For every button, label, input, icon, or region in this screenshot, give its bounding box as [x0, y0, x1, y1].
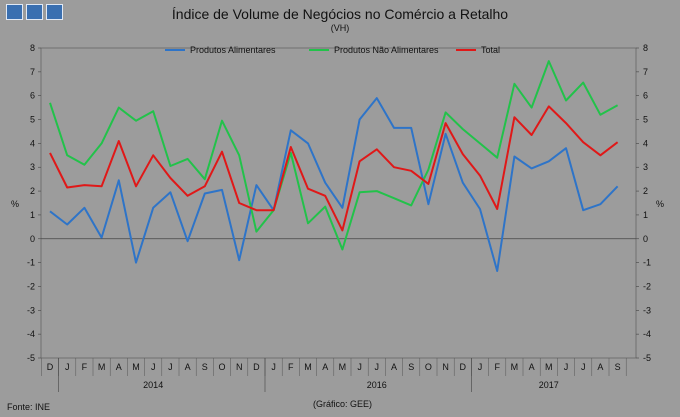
- x-tick-label: M: [339, 362, 347, 372]
- x-tick-label: A: [597, 362, 603, 372]
- x-tick-label: F: [288, 362, 294, 372]
- credit-note: (Gráfico: GEE): [313, 399, 373, 409]
- y-tick-label-left: 5: [30, 115, 35, 125]
- x-tick-label: M: [132, 362, 140, 372]
- x-tick-label: M: [545, 362, 553, 372]
- x-tick-label: D: [47, 362, 54, 372]
- x-tick-label: S: [615, 362, 621, 372]
- y-tick-label-left: 1: [30, 210, 35, 220]
- x-tick-label: A: [185, 362, 191, 372]
- y-tick-label-left: -2: [27, 281, 35, 291]
- x-tick-label: J: [478, 362, 483, 372]
- series-line-2: [49, 60, 619, 251]
- x-tick-label: J: [375, 362, 380, 372]
- y-tick-label-right: 2: [643, 186, 648, 196]
- x-tick-label: O: [425, 362, 432, 372]
- x-tick-label: M: [304, 362, 312, 372]
- y-tick-label-left: 2: [30, 186, 35, 196]
- year-label: 2016: [367, 380, 387, 390]
- y-tick-label-right: 7: [643, 67, 648, 77]
- y-tick-label-right: 5: [643, 115, 648, 125]
- logo: [6, 4, 63, 20]
- legend-label-3: Total: [481, 45, 500, 55]
- y-tick-label-right: 3: [643, 162, 648, 172]
- series-line-1: [49, 97, 619, 272]
- y-tick-label-left: 6: [30, 91, 35, 101]
- chart-subtitle: (VH): [330, 23, 350, 33]
- x-tick-label: D: [253, 362, 260, 372]
- x-tick-label: O: [218, 362, 225, 372]
- y-tick-label-left: -1: [27, 258, 35, 268]
- y-tick-label-right: -3: [643, 305, 651, 315]
- source-note: Fonte: INE: [7, 402, 51, 412]
- x-tick-label: S: [202, 362, 208, 372]
- x-tick-label: F: [494, 362, 500, 372]
- x-tick-label: N: [236, 362, 243, 372]
- legend-label-1: Produtos Alimentares: [190, 45, 276, 55]
- y-tick-label-right: 8: [643, 43, 648, 53]
- legend-label-2: Produtos Não Alimentares: [334, 45, 439, 55]
- x-tick-label: D: [460, 362, 467, 372]
- y-axis-label-left: %: [11, 199, 19, 209]
- y-axis-label-right: %: [656, 199, 664, 209]
- y-tick-label-right: -4: [643, 329, 651, 339]
- x-tick-label: J: [271, 362, 276, 372]
- y-tick-label-left: 7: [30, 67, 35, 77]
- x-tick-label: J: [581, 362, 586, 372]
- x-tick-label: J: [65, 362, 70, 372]
- x-tick-label: N: [442, 362, 449, 372]
- x-tick-label: J: [564, 362, 569, 372]
- y-tick-label-left: 4: [30, 138, 35, 148]
- y-tick-label-left: -5: [27, 353, 35, 363]
- y-tick-label-right: 4: [643, 138, 648, 148]
- x-tick-label: J: [357, 362, 362, 372]
- y-tick-label-right: 0: [643, 234, 648, 244]
- y-tick-label-right: 1: [643, 210, 648, 220]
- chart-title: Índice de Volume de Negócios no Comércio…: [171, 6, 509, 22]
- x-tick-label: M: [511, 362, 519, 372]
- x-tick-label: A: [116, 362, 122, 372]
- plot-frame: [40, 47, 637, 359]
- y-tick-label-right: 6: [643, 91, 648, 101]
- y-tick-label-left: -4: [27, 329, 35, 339]
- series-line-3: [49, 105, 619, 232]
- y-tick-label-right: -1: [643, 258, 651, 268]
- y-tick-label-left: 0: [30, 234, 35, 244]
- x-tick-label: M: [98, 362, 106, 372]
- y-tick-label-left: 8: [30, 43, 35, 53]
- y-tick-label-left: 3: [30, 162, 35, 172]
- x-tick-label: A: [391, 362, 397, 372]
- y-tick-label-left: -3: [27, 305, 35, 315]
- year-label: 2017: [539, 380, 559, 390]
- x-tick-label: J: [168, 362, 173, 372]
- year-label: 2014: [143, 380, 163, 390]
- y-tick-label-right: -5: [643, 353, 651, 363]
- x-tick-label: J: [151, 362, 156, 372]
- x-tick-label: A: [529, 362, 535, 372]
- x-tick-label: S: [408, 362, 414, 372]
- y-tick-label-right: -2: [643, 281, 651, 291]
- x-tick-label: A: [322, 362, 328, 372]
- x-tick-label: F: [82, 362, 88, 372]
